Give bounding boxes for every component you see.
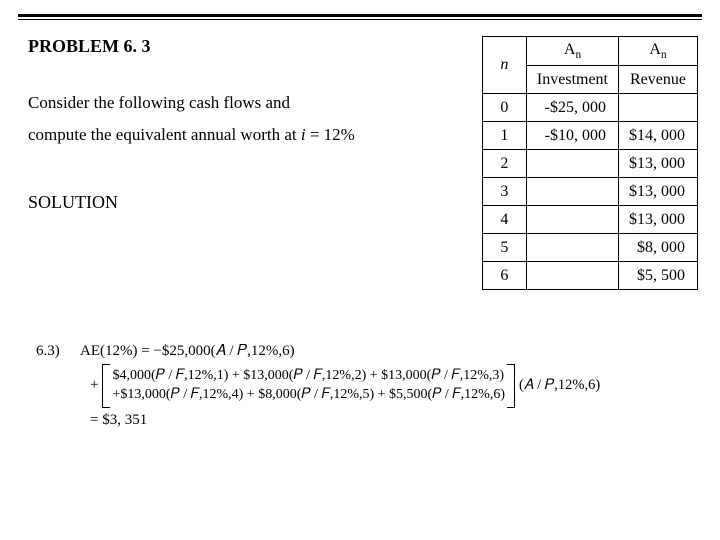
- cell-n: 2: [482, 150, 526, 178]
- statement-line-1: Consider the following cash flows and: [28, 87, 468, 119]
- equation-line-1-text: AE(12%) = −$25,000(𝐴 / 𝑃,12%,6): [80, 342, 295, 360]
- left-column: PROBLEM 6. 3 Consider the following cash…: [28, 36, 468, 213]
- cell-invest: [526, 178, 618, 206]
- statement-line-2: compute the equivalent annual worth at i…: [28, 119, 468, 151]
- solution-equation: 6.3) AE(12%) = −$25,000(𝐴 / 𝑃,12%,6) + $…: [36, 342, 690, 433]
- cell-rev: $13, 000: [619, 178, 698, 206]
- table-row: 2 $13, 000: [482, 150, 697, 178]
- cell-invest: [526, 234, 618, 262]
- equation-label: 6.3): [36, 343, 80, 360]
- col-rev-header-a: An: [619, 37, 698, 66]
- cell-rev: $13, 000: [619, 206, 698, 234]
- solution-heading: SOLUTION: [28, 192, 468, 213]
- equation-bracket: $4,000(𝑃 / 𝐹,12%,1) + $13,000(𝑃 / 𝐹,12%,…: [102, 364, 515, 408]
- col-invest-header: Investment: [526, 66, 618, 94]
- cell-n: 1: [482, 122, 526, 150]
- cell-invest: -$25, 000: [526, 94, 618, 122]
- col-invest-header-a: An: [526, 37, 618, 66]
- table-row: 3 $13, 000: [482, 178, 697, 206]
- problem-statement: Consider the following cash flows and co…: [28, 87, 468, 152]
- cell-n: 4: [482, 206, 526, 234]
- table-row: 1 -$10, 000 $14, 000: [482, 122, 697, 150]
- equation-bracket-bot: +$13,000(𝑃 / 𝐹,12%,4) + $8,000(𝑃 / 𝐹,12%…: [112, 386, 505, 405]
- cell-n: 6: [482, 262, 526, 290]
- cell-rev: $14, 000: [619, 122, 698, 150]
- table-header-row-1: n An An: [482, 37, 697, 66]
- statement-line-2a: compute the equivalent annual worth at: [28, 125, 301, 144]
- col-rev-header: Revenue: [619, 66, 698, 94]
- cell-invest: [526, 262, 618, 290]
- table-row: 6 $5, 500: [482, 262, 697, 290]
- equation-result: = $3, 351: [90, 412, 690, 429]
- table-row: 5 $8, 000: [482, 234, 697, 262]
- table-row: 4 $13, 000: [482, 206, 697, 234]
- cell-n: 5: [482, 234, 526, 262]
- cell-rev: $8, 000: [619, 234, 698, 262]
- equation-bracket-top: $4,000(𝑃 / 𝐹,12%,1) + $13,000(𝑃 / 𝐹,12%,…: [112, 367, 505, 386]
- cell-rev: $5, 500: [619, 262, 698, 290]
- table-row: 0 -$25, 000: [482, 94, 697, 122]
- cell-invest: [526, 206, 618, 234]
- horizontal-rule: [18, 14, 702, 20]
- cell-invest: -$10, 000: [526, 122, 618, 150]
- statement-line-2b: = 12%: [306, 125, 355, 144]
- cell-rev: [619, 94, 698, 122]
- cell-n: 0: [482, 94, 526, 122]
- equation-plus: +: [90, 377, 98, 394]
- cashflow-table: n An An Investment Revenue 0 -$25, 000 1…: [482, 36, 698, 290]
- equation-result-text: = $3, 351: [90, 412, 147, 429]
- cell-rev: $13, 000: [619, 150, 698, 178]
- equation-line-1: 6.3) AE(12%) = −$25,000(𝐴 / 𝑃,12%,6): [36, 342, 690, 360]
- equation-after-bracket: (𝐴 / 𝑃,12%,6): [519, 377, 600, 394]
- problem-title: PROBLEM 6. 3: [28, 36, 468, 57]
- col-n-header: n: [482, 37, 526, 94]
- cell-n: 3: [482, 178, 526, 206]
- equation-line-2: + $4,000(𝑃 / 𝐹,12%,1) + $13,000(𝑃 / 𝐹,12…: [90, 364, 690, 408]
- cell-invest: [526, 150, 618, 178]
- main-content: PROBLEM 6. 3 Consider the following cash…: [28, 36, 698, 290]
